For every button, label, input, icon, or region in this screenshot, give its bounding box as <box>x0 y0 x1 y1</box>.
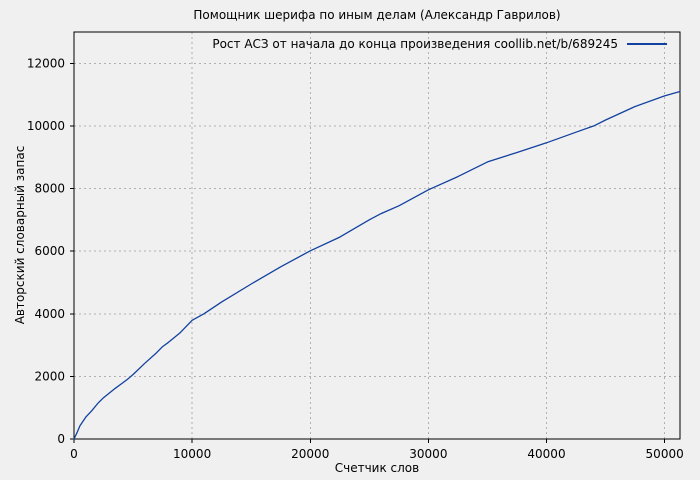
plot-border <box>73 31 681 440</box>
y-tick-label: 2000 <box>34 369 65 383</box>
y-axis-title: Авторский словарный запас <box>13 145 27 325</box>
y-tick-label: 4000 <box>34 307 65 321</box>
legend-label: Рост АСЗ от начала до конца произведения… <box>212 37 618 51</box>
data-curve <box>73 90 681 440</box>
chart-title: Помощник шерифа по иным делам (Александр… <box>193 8 561 22</box>
x-tick-label: 40000 <box>527 447 565 461</box>
x-tick-label: 0 <box>70 447 78 461</box>
x-tick-label: 30000 <box>409 447 447 461</box>
x-tick-label: 10000 <box>173 447 211 461</box>
y-tick-label: 8000 <box>34 182 65 196</box>
y-tick-label: 0 <box>57 432 65 446</box>
legend: Рост АСЗ от начала до конца произведения… <box>212 37 667 51</box>
y-tick-label: 6000 <box>34 244 65 258</box>
x-axis-title: Счетчик слов <box>334 461 420 475</box>
legend-line-sample-icon <box>627 43 667 45</box>
y-tick-label: 12000 <box>27 56 65 70</box>
x-tick-label: 20000 <box>291 447 329 461</box>
y-tick-label: 10000 <box>27 119 65 133</box>
x-tick-label: 50000 <box>646 447 684 461</box>
